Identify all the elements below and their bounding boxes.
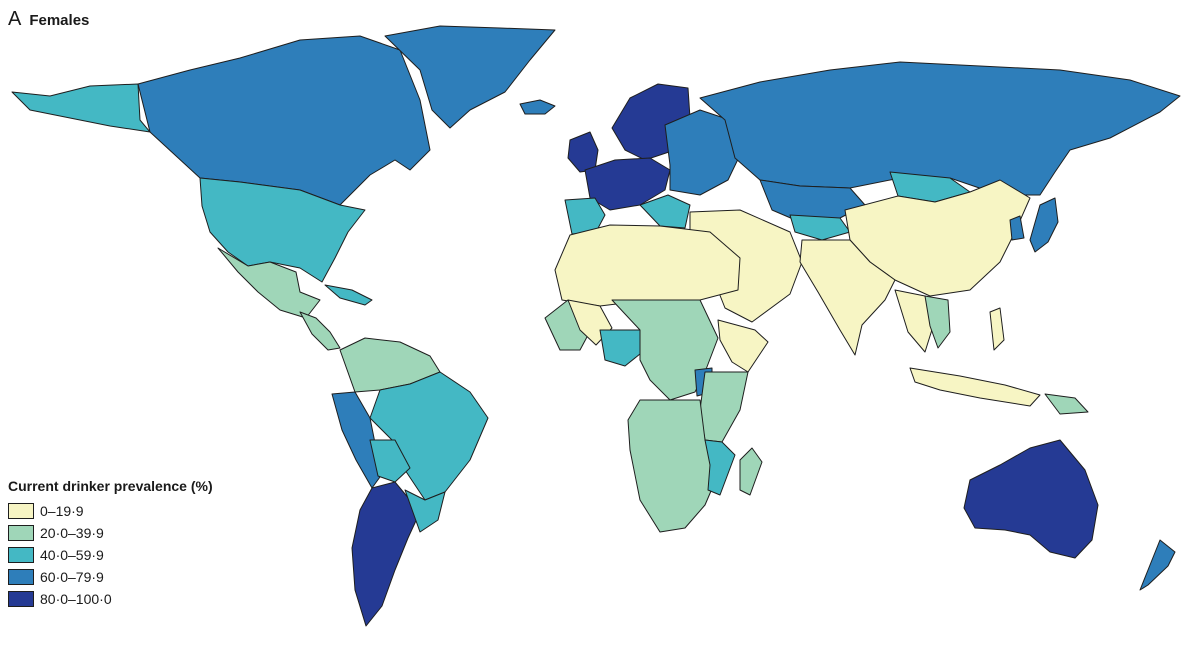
- japan: [1029, 197, 1059, 253]
- legend-swatch: [8, 525, 34, 541]
- eastern-europe: [664, 109, 741, 196]
- legend-swatch: [8, 547, 34, 563]
- nigeria: [599, 329, 646, 367]
- vietnam-laos: [924, 295, 951, 349]
- legend-item: 0–19·9: [8, 500, 213, 522]
- legend-swatch: [8, 591, 34, 607]
- panel-subtitle: Females: [29, 12, 90, 29]
- legend: Current drinker prevalence (%) 0–19·9 20…: [8, 478, 213, 610]
- legend-label: 20·0–39·9: [40, 525, 104, 541]
- legend-swatch: [8, 569, 34, 585]
- philippines: [989, 307, 1005, 351]
- korea: [1009, 215, 1025, 241]
- papua-new-guinea: [1044, 393, 1089, 415]
- caribbean-cuba: [324, 284, 373, 306]
- russia: [699, 61, 1181, 196]
- north-africa: [554, 224, 741, 307]
- iberia: [564, 197, 606, 235]
- indonesia: [909, 367, 1041, 407]
- legend-title: Current drinker prevalence (%): [8, 478, 213, 494]
- new-zealand: [1139, 539, 1176, 591]
- central-america: [299, 311, 341, 351]
- legend-label: 80·0–100·0: [40, 591, 112, 607]
- southern-africa: [627, 399, 721, 533]
- mozambique: [704, 439, 736, 496]
- brazil: [369, 371, 489, 501]
- legend-item: 80·0–100·0: [8, 588, 213, 610]
- balkans: [639, 194, 691, 229]
- uruguay-south-brazil: [404, 489, 446, 533]
- madagascar: [739, 447, 763, 496]
- australia: [963, 439, 1099, 559]
- legend-swatch: [8, 503, 34, 519]
- central-africa: [611, 299, 719, 401]
- central-asia: [789, 214, 851, 241]
- mainland-se-asia: [894, 289, 936, 353]
- alaska: [11, 83, 151, 133]
- greenland: [384, 25, 556, 129]
- canada: [137, 35, 431, 206]
- bolivia: [369, 439, 411, 483]
- east-africa: [699, 371, 749, 443]
- legend-label: 0–19·9: [40, 503, 84, 519]
- legend-label: 40·0–59·9: [40, 547, 104, 563]
- usa: [199, 177, 366, 283]
- legend-item: 60·0–79·9: [8, 566, 213, 588]
- mexico: [217, 247, 321, 319]
- uk-ireland: [567, 131, 599, 173]
- legend-item: 20·0–39·9: [8, 522, 213, 544]
- iceland: [519, 99, 556, 115]
- panel-title: A Females: [8, 8, 89, 31]
- legend-item: 40·0–59·9: [8, 544, 213, 566]
- south-asia: [799, 239, 896, 356]
- panel-letter: A: [8, 8, 22, 30]
- legend-label: 60·0–79·9: [40, 569, 104, 585]
- horn-of-africa: [717, 319, 769, 373]
